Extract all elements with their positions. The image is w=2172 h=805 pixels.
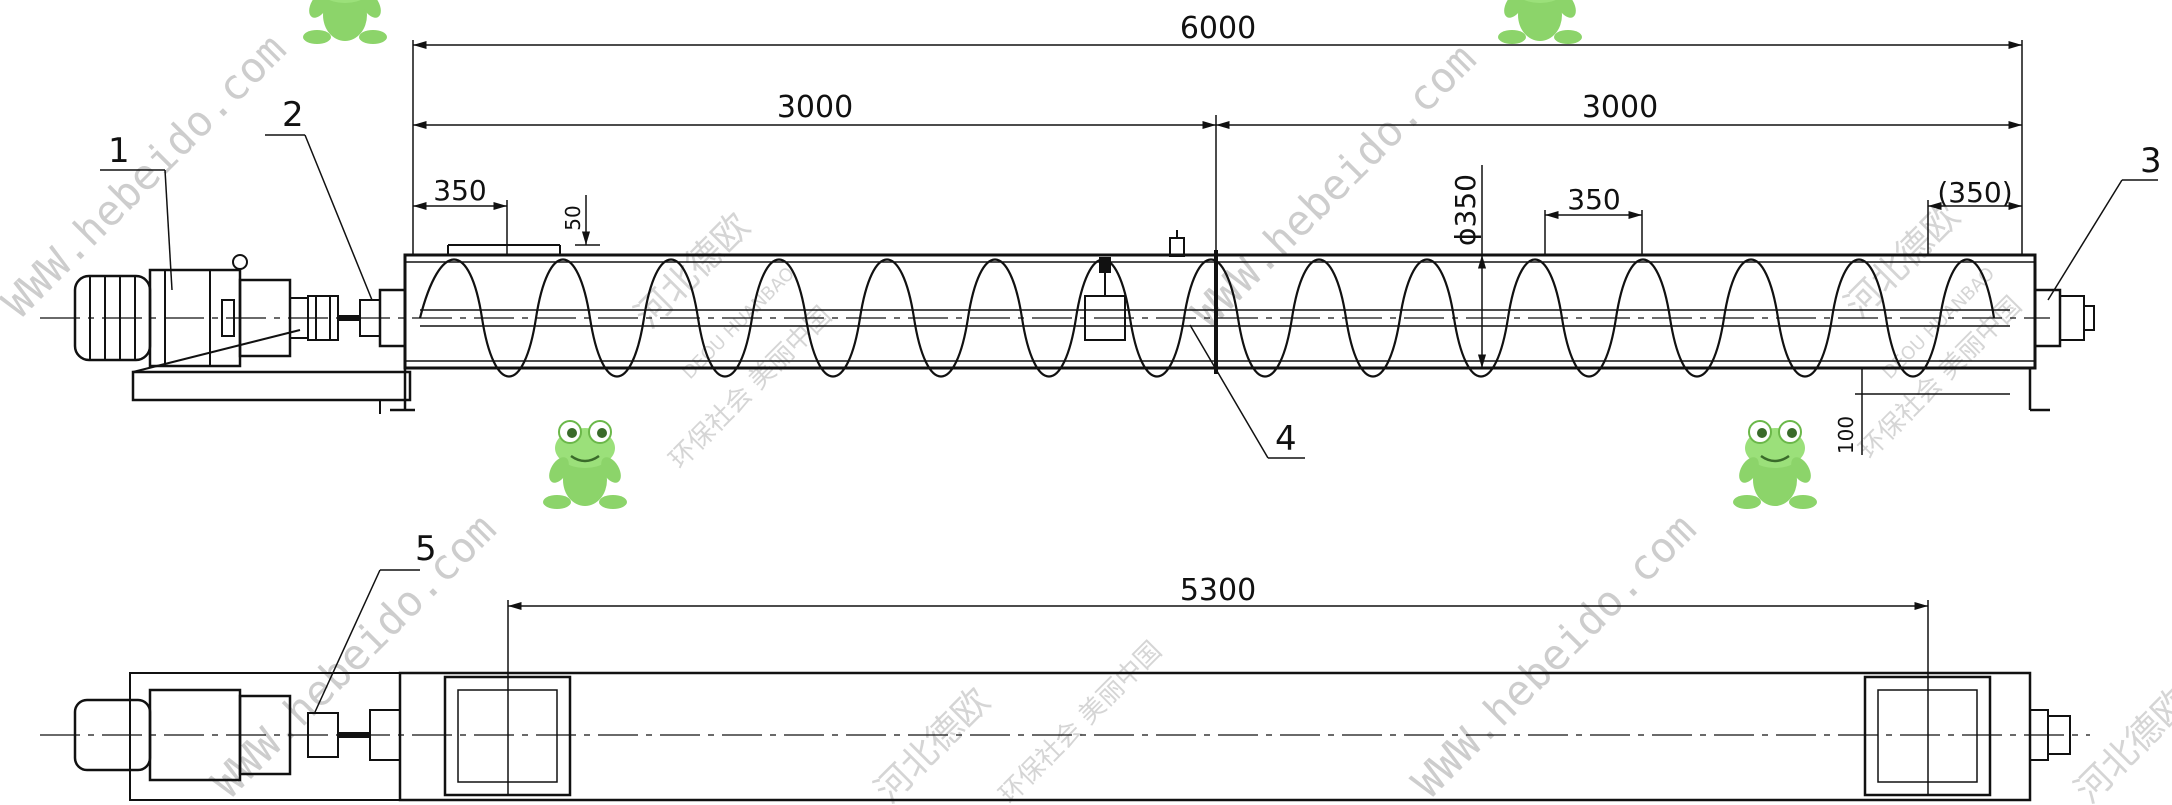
elevation-dim-labels: 6000 3000 3000 350 350 (350) 50 ϕ350 100 <box>433 11 2012 454</box>
callouts-elevation <box>100 134 2158 713</box>
watermark-slogan: 环保社会 美丽中国 <box>994 636 1168 805</box>
motor <box>73 274 152 362</box>
drive-base-frame <box>131 370 412 402</box>
frog-mascot-icon <box>301 0 389 46</box>
dim-flange-height: 50 <box>561 205 585 230</box>
dim-overall-length: 6000 <box>1180 11 1256 46</box>
watermark-url: WWW.hebeido.com <box>1402 504 1705 805</box>
callout-2: 2 <box>282 95 304 135</box>
callout-4: 4 <box>1275 419 1297 459</box>
dim-end-pitch: (350) <box>1937 176 2012 209</box>
dim-leg-height: 100 <box>1834 416 1858 454</box>
watermark-url: WWW.hebeido.com <box>202 504 505 805</box>
grease-cup <box>1169 237 1185 257</box>
watermark-url: WWW.hebeido.com <box>1182 34 1485 337</box>
callout-labels: 1 2 3 4 5 <box>108 95 2162 569</box>
frog-mascot-icon <box>1496 0 1584 46</box>
elevation-dimensions <box>412 40 2023 455</box>
dim-section-left: 3000 <box>777 90 853 125</box>
dim-screw-diameter: ϕ350 <box>1449 174 1482 246</box>
callout-5: 5 <box>415 529 437 569</box>
elevation-view <box>40 230 2095 414</box>
callout-3: 3 <box>2140 141 2162 181</box>
frog-mascot-icon <box>1731 419 1819 511</box>
dim-pitch-right: 350 <box>1567 183 1620 216</box>
watermark-brand: 河北德欧 <box>2067 681 2172 805</box>
dim-pitch-left: 350 <box>433 174 486 207</box>
frog-mascot-icon <box>541 419 629 511</box>
screw-flight <box>418 258 1996 378</box>
trough-plan <box>398 671 2032 802</box>
dim-section-right: 3000 <box>1582 90 1658 125</box>
dim-inlet-outlet-span: 5300 <box>1180 573 1256 608</box>
plan-dimensions <box>507 600 1929 795</box>
watermark-brand: 河北德欧 <box>867 681 998 805</box>
callout-1: 1 <box>108 131 130 171</box>
